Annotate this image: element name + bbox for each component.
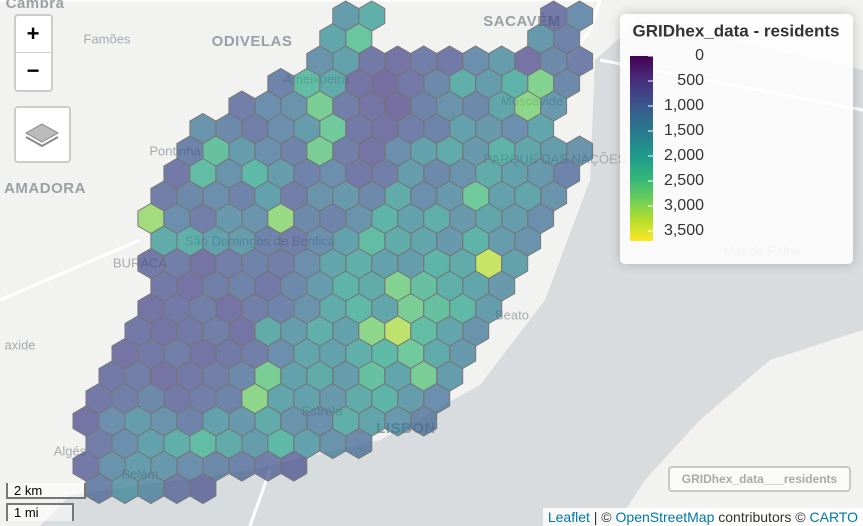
legend-tick-label: 2,500 <box>664 172 704 189</box>
layers-icon <box>24 123 60 148</box>
leaflet-link[interactable]: Leaflet <box>547 509 590 525</box>
osm-link[interactable]: OpenStreetMap <box>615 509 715 525</box>
zoom-in[interactable]: + <box>16 16 50 53</box>
place-label: AMADORA <box>4 180 86 197</box>
place-label: Famões <box>84 31 131 46</box>
legend-graphic: GRIDhex_data - residents 0 500 1,000 1,500 2… <box>630 21 840 241</box>
scale-km: 2 km <box>6 483 86 499</box>
legend-tick-label: 0 <box>695 47 704 64</box>
place-label: Algés <box>54 443 87 458</box>
scale-mi: 1 mi <box>6 503 74 521</box>
place-label: ODIVELAS <box>212 33 293 50</box>
legend-title: GRIDhex_data - residents <box>633 21 840 40</box>
attribution-text: contributors © <box>714 509 810 525</box>
zoom-out[interactable]: − <box>26 58 40 83</box>
zoom-control: + − <box>14 14 53 92</box>
place-label: Cambra <box>6 0 65 12</box>
layers-control[interactable] <box>14 106 71 163</box>
legend-tick-label: 3,000 <box>664 197 704 214</box>
legend-tick-label: 1,000 <box>664 97 704 114</box>
hex-cell <box>280 450 308 482</box>
legend-tick-label: 1,500 <box>664 122 704 139</box>
layer-toggle[interactable]: GRIDhex_data___residents <box>668 466 851 492</box>
color-bar <box>630 56 653 241</box>
hex-cell <box>189 472 217 505</box>
attribution-text: | © <box>589 509 616 525</box>
hex-cell <box>345 427 373 460</box>
attribution: Leaflet | © OpenStreetMap contributors ©… <box>542 508 863 526</box>
legend-tick-label: 3,500 <box>664 222 704 239</box>
place-label: axide <box>4 337 35 352</box>
place-label: Beato <box>495 307 529 322</box>
legend: GRIDhex_data - residents 0 500 1,000 1,500 2… <box>620 14 853 264</box>
hex-cell <box>410 405 438 437</box>
carto-link[interactable]: CARTO <box>809 509 859 525</box>
legend-tick-label: 500 <box>677 72 704 89</box>
legend-tick-label: 2,000 <box>664 147 704 164</box>
